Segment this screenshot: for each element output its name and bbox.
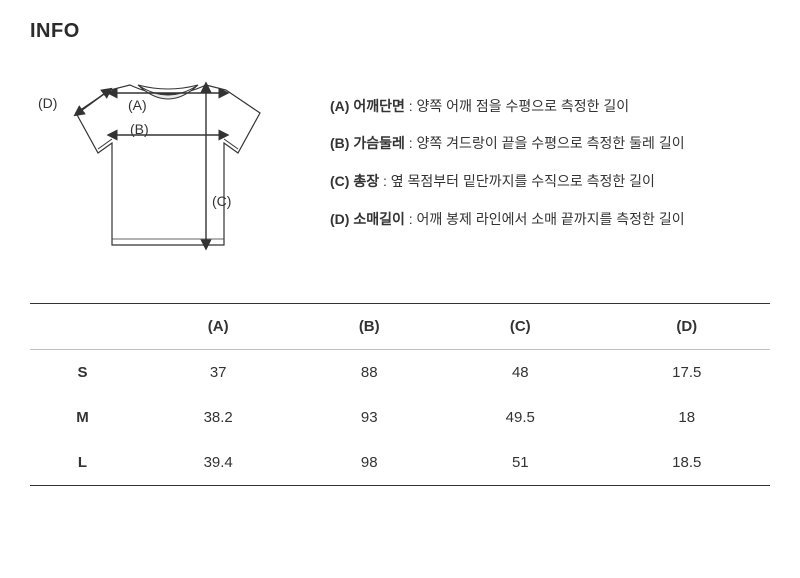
table-cell: 18 <box>604 395 770 440</box>
top-section: (A) (B) (C) (D) (A) 어깨단면 : 양쪽 어깨 점을 수평으로… <box>30 63 770 263</box>
diagram-label-c: (C) <box>212 193 231 209</box>
diagram-label-d: (D) <box>38 95 57 111</box>
diagram-label-b: (B) <box>130 121 149 137</box>
table-cell: 49.5 <box>437 395 603 440</box>
table-cell: 38.2 <box>135 395 301 440</box>
def-label: (B) <box>330 135 349 151</box>
diagram-label-a: (A) <box>128 97 147 113</box>
table-col-d: (D) <box>604 304 770 350</box>
def-label: (C) <box>330 173 349 189</box>
table-cell: M <box>30 395 135 440</box>
table-row: L 39.4 98 51 18.5 <box>30 440 770 486</box>
table-cell: 37 <box>135 350 301 396</box>
def-term: 소매길이 <box>353 211 405 227</box>
table-row: M 38.2 93 49.5 18 <box>30 395 770 440</box>
def-term: 가슴둘레 <box>353 135 405 151</box>
def-term: 어깨단면 <box>353 98 405 114</box>
size-table: (A) (B) (C) (D) S 37 88 48 17.5 M 38.2 9… <box>30 303 770 486</box>
def-label: (D) <box>330 211 349 227</box>
table-cell: 18.5 <box>604 440 770 486</box>
table-col-a: (A) <box>135 304 301 350</box>
table-cell: S <box>30 350 135 396</box>
def-desc: 양쪽 어깨 점을 수평으로 측정한 길이 <box>417 98 630 114</box>
def-desc: 옆 목점부터 밑단까지를 수직으로 측정한 길이 <box>391 173 655 189</box>
table-cell: 17.5 <box>604 350 770 396</box>
table-cell: 98 <box>301 440 437 486</box>
table-cell: 39.4 <box>135 440 301 486</box>
def-label: (A) <box>330 98 349 114</box>
definitions-list: (A) 어깨단면 : 양쪽 어깨 점을 수평으로 측정한 길이 (B) 가슴둘레… <box>330 97 770 229</box>
table-cell: 88 <box>301 350 437 396</box>
def-desc: 어깨 봉제 라인에서 소매 끝까지를 측정한 길이 <box>417 211 685 227</box>
definition-c: (C) 총장 : 옆 목점부터 밑단까지를 수직으로 측정한 길이 <box>330 172 770 192</box>
table-cell: 51 <box>437 440 603 486</box>
definition-b: (B) 가슴둘레 : 양쪽 겨드랑이 끝을 수평으로 측정한 둘레 길이 <box>330 134 770 154</box>
definition-a: (A) 어깨단면 : 양쪽 어깨 점을 수평으로 측정한 길이 <box>330 97 770 117</box>
table-cell: L <box>30 440 135 486</box>
definition-d: (D) 소매길이 : 어깨 봉제 라인에서 소매 끝까지를 측정한 길이 <box>330 210 770 230</box>
table-header-row: (A) (B) (C) (D) <box>30 304 770 350</box>
table-col-size <box>30 304 135 350</box>
def-desc: 양쪽 겨드랑이 끝을 수평으로 측정한 둘레 길이 <box>417 135 685 151</box>
table-cell: 48 <box>437 350 603 396</box>
table-cell: 93 <box>301 395 437 440</box>
info-heading: INFO <box>30 20 770 43</box>
table-col-b: (B) <box>301 304 437 350</box>
def-term: 총장 <box>353 173 379 189</box>
tshirt-svg <box>30 63 300 263</box>
table-col-c: (C) <box>437 304 603 350</box>
tshirt-diagram: (A) (B) (C) (D) <box>30 63 300 263</box>
table-row: S 37 88 48 17.5 <box>30 350 770 396</box>
